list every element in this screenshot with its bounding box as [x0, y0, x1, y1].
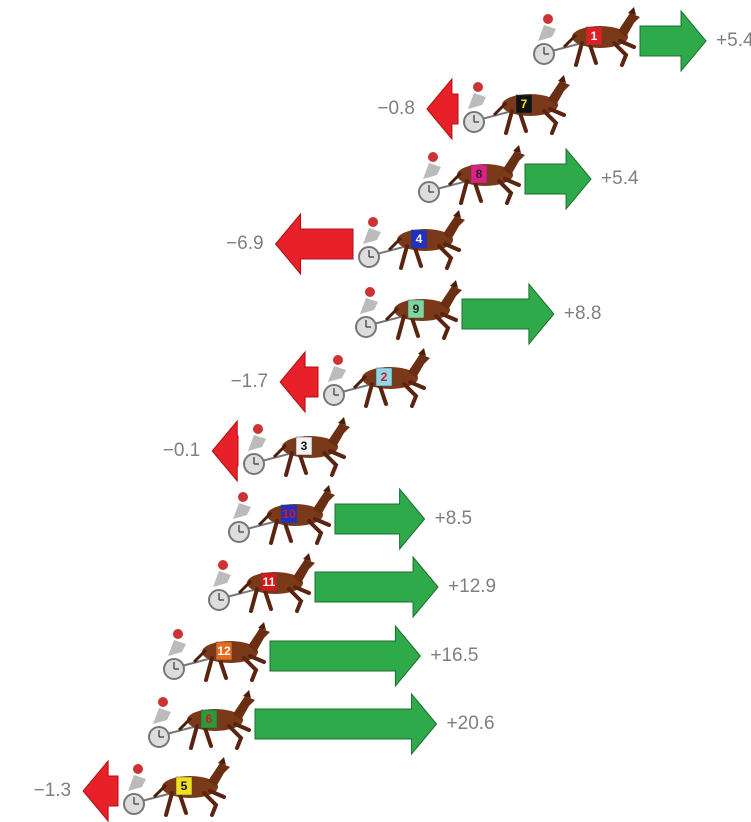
horse-number: 10: [282, 507, 296, 521]
horse: 12: [162, 620, 272, 682]
saddle-cloth: [407, 299, 425, 319]
value-label: +8.8: [564, 303, 602, 324]
horse-number: 4: [416, 232, 423, 246]
arrow: [82, 759, 119, 822]
arrow: [334, 487, 426, 551]
horse: 5: [122, 755, 232, 817]
value-label: −0.8: [377, 98, 415, 119]
horse-number: 7: [521, 97, 528, 111]
value-label: −1.7: [231, 371, 269, 392]
saddle-cloth: [375, 367, 393, 387]
saddle-cloth: [515, 94, 533, 114]
saddle-cloth: [295, 436, 313, 456]
saddle-cloth: [470, 164, 488, 184]
horse: 11: [207, 551, 317, 613]
horse: 7: [462, 73, 572, 135]
horse: 8: [417, 143, 527, 205]
saddle-cloth: [280, 504, 298, 524]
arrow: [314, 555, 439, 619]
horse-number: 11: [263, 575, 276, 589]
saddle-cloth: [215, 641, 233, 661]
value-label: −1.3: [34, 780, 72, 801]
horse: 10: [227, 483, 337, 545]
arrow: [524, 147, 592, 211]
value-label: +16.5: [430, 645, 478, 666]
value-label: +20.6: [447, 713, 495, 734]
arrow: [426, 77, 459, 141]
horse-number: 2: [381, 370, 388, 384]
arrow: [461, 282, 555, 346]
value-label: +8.5: [435, 508, 473, 529]
arrow: [639, 9, 707, 73]
value-label: +12.9: [448, 576, 496, 597]
saddle-cloth: [200, 709, 218, 729]
arrow: [274, 212, 354, 276]
arrow: [269, 624, 422, 688]
saddle-cloth: [585, 26, 603, 46]
horse: 3: [242, 415, 352, 477]
horse: 2: [322, 346, 432, 408]
saddle-cloth: [175, 776, 193, 796]
horse-number: 9: [413, 302, 420, 316]
horse: 4: [357, 208, 467, 270]
value-label: −6.9: [226, 233, 264, 254]
value-label: +5.4: [601, 168, 639, 189]
horse: 1: [532, 5, 642, 67]
arrow: [279, 350, 319, 414]
horse-number: 1: [591, 29, 598, 43]
arrow: [254, 692, 438, 756]
horse: 9: [354, 278, 464, 340]
saddle-cloth: [410, 229, 428, 249]
horse-number: 8: [476, 167, 483, 181]
value-label: −0.1: [163, 440, 201, 461]
arrow: [211, 419, 239, 483]
saddle-cloth: [260, 572, 278, 592]
horse-number: 3: [301, 439, 308, 453]
horse: 6: [147, 688, 257, 750]
value-label: +5.4: [716, 30, 751, 51]
horse-number: 12: [217, 644, 231, 658]
horse-number: 6: [206, 712, 213, 726]
horse-number: 5: [181, 779, 188, 793]
